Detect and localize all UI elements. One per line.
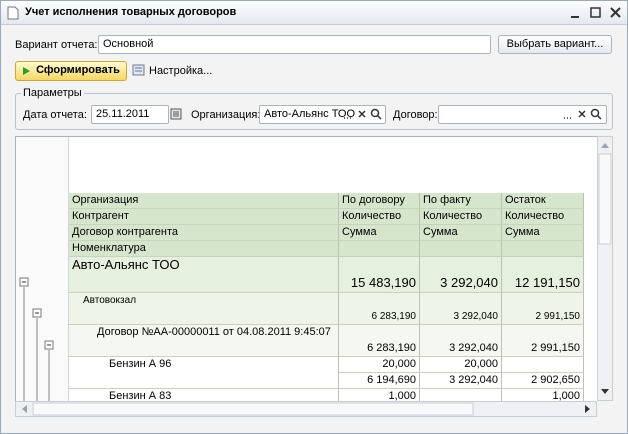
header-cell <box>502 241 584 257</box>
group-spacer <box>69 341 339 357</box>
group-value: 3 292,040 <box>420 275 502 293</box>
item-label: Бензин А 96 <box>69 357 339 373</box>
header-cell: Договор контрагента <box>69 225 339 241</box>
org-input[interactable]: Авто-Альянс ТОО <box>259 105 386 124</box>
variant-input[interactable]: Основной <box>98 35 491 54</box>
header-cell: По факту <box>420 193 502 209</box>
item-amount: 3 292,040 <box>420 373 502 389</box>
params-frame <box>15 93 613 130</box>
empty-cell <box>502 325 584 341</box>
group-value: 6 283,190 <box>339 341 420 357</box>
empty-cell <box>502 357 584 373</box>
empty-cell <box>339 325 420 341</box>
window-title: Учет исполнения товарных договоров <box>25 6 237 18</box>
empty-cell <box>502 293 584 309</box>
window-buttons[interactable] <box>567 5 623 21</box>
empty-cell <box>420 325 502 341</box>
item-spacer <box>69 373 339 389</box>
group-tree[interactable] <box>16 137 69 402</box>
date-label: Дата отчета: <box>23 109 87 121</box>
header-cell: Организация <box>69 193 339 209</box>
group-value: 3 292,040 <box>420 309 502 325</box>
group-value: 3 292,040 <box>420 341 502 357</box>
contract-field-buttons[interactable] <box>561 107 605 121</box>
header-cell: Количество <box>420 209 502 225</box>
org-field-buttons[interactable] <box>341 107 385 121</box>
header-cell: Остаток <box>502 193 584 209</box>
empty-cell <box>502 257 584 275</box>
h-scroll-arrows[interactable] <box>15 401 613 417</box>
header-cell: По договору <box>339 193 420 209</box>
doc-icon <box>7 6 19 20</box>
header-cell: Количество <box>339 209 420 225</box>
empty-cell <box>420 293 502 309</box>
item-quantity: 1,000 <box>339 389 420 402</box>
item-label: Бензин А 83 <box>69 389 339 402</box>
group-value: 2 991,150 <box>502 309 584 325</box>
report-area: Организация По договору По факту Остаток Кон… <box>15 136 598 402</box>
group-gutter <box>16 137 69 402</box>
settings-icon <box>132 64 145 76</box>
empty-cell <box>420 389 502 402</box>
group-label: Договор №АА-00000011 от 04.08.2011 9:45:… <box>69 325 339 341</box>
calendar-icon[interactable] <box>170 107 182 121</box>
params-title: Параметры <box>21 87 84 99</box>
settings-link[interactable]: Настройка... <box>149 65 213 77</box>
group-value: 12 191,150 <box>502 275 584 293</box>
group-value: 2 991,150 <box>502 341 584 357</box>
group-value: 6 283,190 <box>339 309 420 325</box>
item-amount: 2 902,650 <box>502 373 584 389</box>
choose-variant-button[interactable]: Выбрать вариант... <box>498 35 612 54</box>
date-input[interactable]: 25.11.2011 <box>91 105 169 124</box>
empty-cell <box>339 293 420 309</box>
item-quantity: 1,000 <box>502 389 584 402</box>
contract-label: Договор: <box>393 109 438 121</box>
org-label: Организация: <box>191 109 261 121</box>
group-spacer <box>69 309 339 325</box>
group-label: Автовокзал <box>69 293 339 309</box>
header-cell: Контрагент <box>69 209 339 225</box>
group-label: Авто-Альянс ТОО <box>69 257 339 275</box>
item-amount: 6 194,690 <box>339 373 420 389</box>
header-cell: Сумма <box>420 225 502 241</box>
group-value: 15 483,190 <box>339 275 420 293</box>
play-icon <box>23 67 30 75</box>
item-quantity: 20,000 <box>420 357 502 373</box>
item-quantity: 20,000 <box>339 357 420 373</box>
group-spacer <box>69 275 339 293</box>
generate-button[interactable]: Сформировать <box>15 61 127 81</box>
header-cell: Сумма <box>502 225 584 241</box>
empty-cell <box>420 257 502 275</box>
header-cell: Сумма <box>339 225 420 241</box>
v-scroll-arrows[interactable] <box>597 136 613 401</box>
header-cell: Количество <box>502 209 584 225</box>
header-cell <box>339 241 420 257</box>
header-cell: Номенклатура <box>69 241 339 257</box>
variant-label: Вариант отчета: <box>15 39 98 51</box>
contract-input[interactable] <box>438 105 607 124</box>
header-cell <box>420 241 502 257</box>
title-bar <box>1 1 627 25</box>
empty-cell <box>339 257 420 275</box>
